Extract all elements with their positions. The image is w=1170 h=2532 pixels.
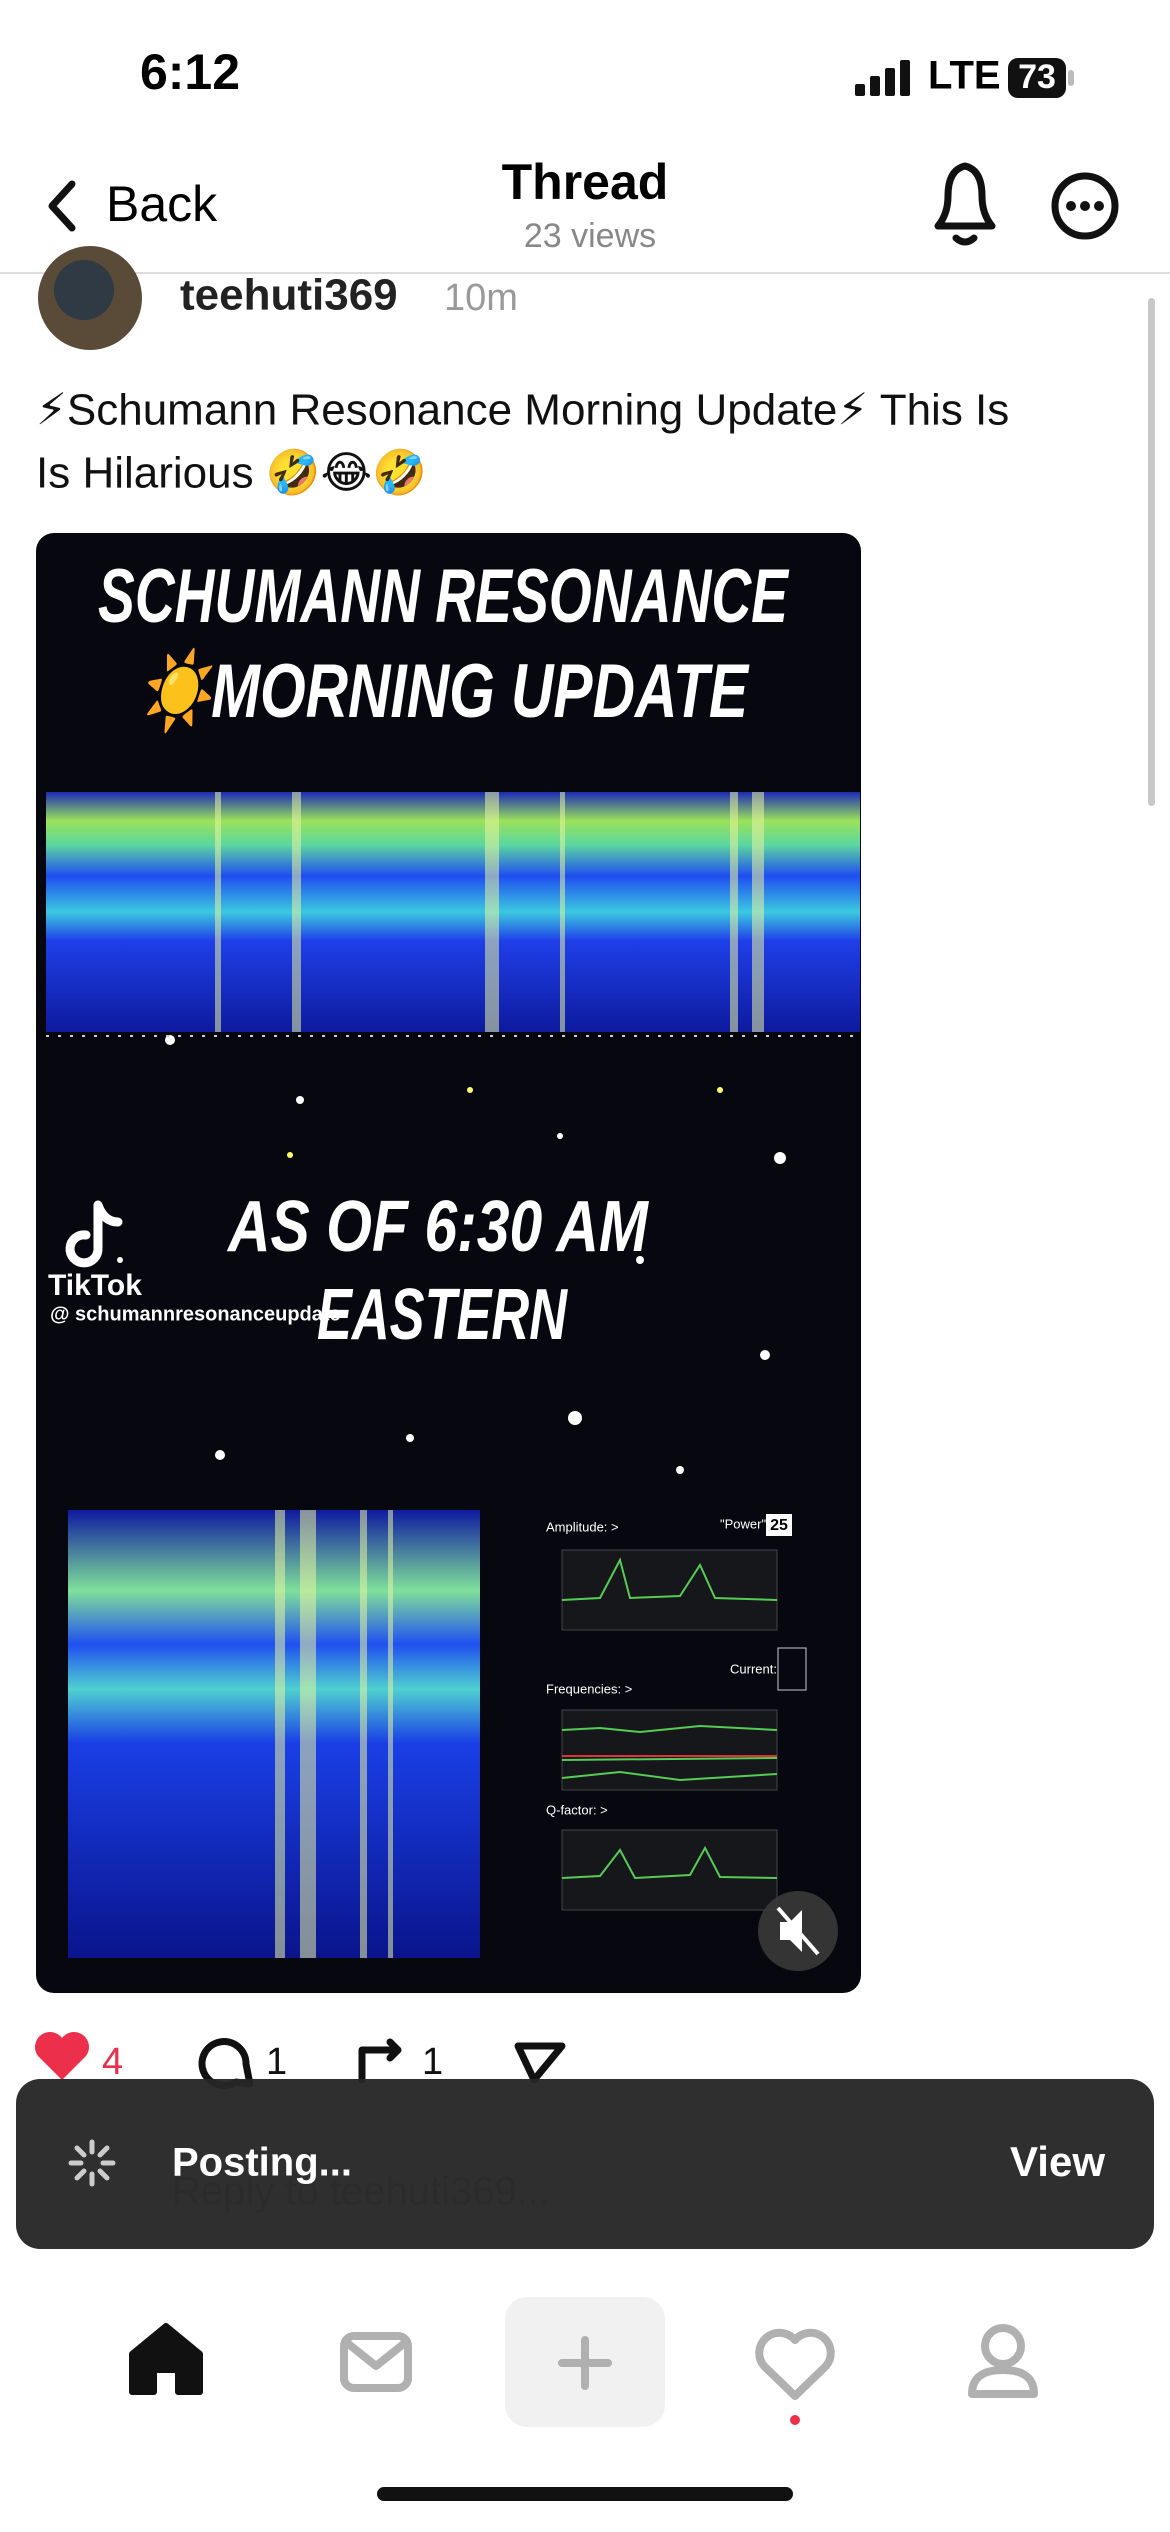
- spectrogram: [68, 1510, 480, 1958]
- image-time: EASTERN: [317, 1275, 568, 1355]
- chart-panel: [561, 1549, 778, 1631]
- battery-tip: [1068, 70, 1074, 86]
- image-title: SCHUMANN RESONANCE: [98, 554, 790, 639]
- spectrogram-bursts: [215, 792, 764, 1032]
- panel-label: Amplitude: >: [546, 1519, 619, 1534]
- back-label: Back: [106, 176, 218, 232]
- power-box: [766, 1514, 792, 1536]
- chart-trace: [561, 1845, 778, 1880]
- spectrogram-bursts: [275, 1510, 393, 1958]
- reply-count: 1: [266, 2041, 287, 2083]
- avatar-detail: [54, 260, 114, 320]
- tiktok-logo: [65, 1200, 123, 1268]
- panel-label: Frequencies: >: [546, 1681, 632, 1696]
- more-button[interactable]: [1051, 172, 1119, 240]
- image-time: AS OF 6:30 AM: [226, 1187, 649, 1267]
- post-text: ⚡Schumann Resonance Morning Update⚡ This…: [36, 386, 1009, 435]
- network-label: LTE: [928, 54, 1001, 98]
- share-button[interactable]: [514, 2042, 566, 2084]
- post-image[interactable]: SCHUMANN RESONANCE ☀️MORNING UPDATE AS O…: [36, 533, 861, 1993]
- repost-count: 1: [422, 2041, 443, 2083]
- status-time: 6:12: [140, 44, 240, 100]
- mute-button[interactable]: [758, 1891, 838, 1971]
- current-box: [777, 1647, 807, 1691]
- post-time: 10m: [444, 277, 518, 319]
- panel-label: Q-factor: >: [546, 1802, 608, 1817]
- spinner: [68, 2139, 116, 2187]
- posting-toast: Posting... View: [16, 2079, 1154, 2249]
- image-title: ☀️MORNING UPDATE: [136, 645, 750, 736]
- toast-action[interactable]: View: [1010, 2138, 1105, 2185]
- spectrogram: [46, 792, 860, 1032]
- like-button[interactable]: 4: [35, 2032, 123, 2083]
- like-count: 4: [102, 2041, 123, 2083]
- username[interactable]: teehuti369: [180, 271, 398, 320]
- header-title: Thread: [502, 154, 669, 210]
- repost-button[interactable]: 1: [358, 2038, 443, 2084]
- panels: Amplitude: > "Power" 25 Current: Frequen…: [546, 1514, 807, 1911]
- chart-panel: [561, 1829, 778, 1911]
- watermark: TikTok: [48, 1269, 142, 1302]
- panel-label: "Power": [720, 1516, 766, 1531]
- chart-trace: [561, 1724, 778, 1782]
- bell-button[interactable]: [934, 162, 996, 246]
- view-count: 23 views: [524, 217, 656, 255]
- tab-activity[interactable]: [755, 2328, 835, 2425]
- scrollbar: [1148, 298, 1155, 806]
- tab-home[interactable]: [129, 2323, 203, 2395]
- post-text: Is Hilarious 🤣😂🤣: [36, 448, 427, 501]
- signal-icon: [855, 60, 910, 96]
- tab-inbox[interactable]: [340, 2332, 412, 2392]
- tab-profile[interactable]: [968, 2324, 1038, 2398]
- watermark-handle: @ schumannresonanceupdate: [50, 1303, 341, 1325]
- chart-trace: [561, 1557, 778, 1601]
- toast-status: Posting...: [172, 2141, 352, 2185]
- reply-button[interactable]: 1: [198, 2038, 287, 2090]
- home-indicator: [377, 2487, 793, 2501]
- battery: [1008, 58, 1066, 98]
- tab-new-post[interactable]: [505, 2297, 665, 2427]
- power-value: 25: [770, 1517, 788, 1534]
- back-button[interactable]: Back: [48, 176, 218, 232]
- stars: [117, 1017, 786, 1474]
- battery-level: 73: [1018, 58, 1056, 96]
- panel-label: Current:: [730, 1661, 777, 1676]
